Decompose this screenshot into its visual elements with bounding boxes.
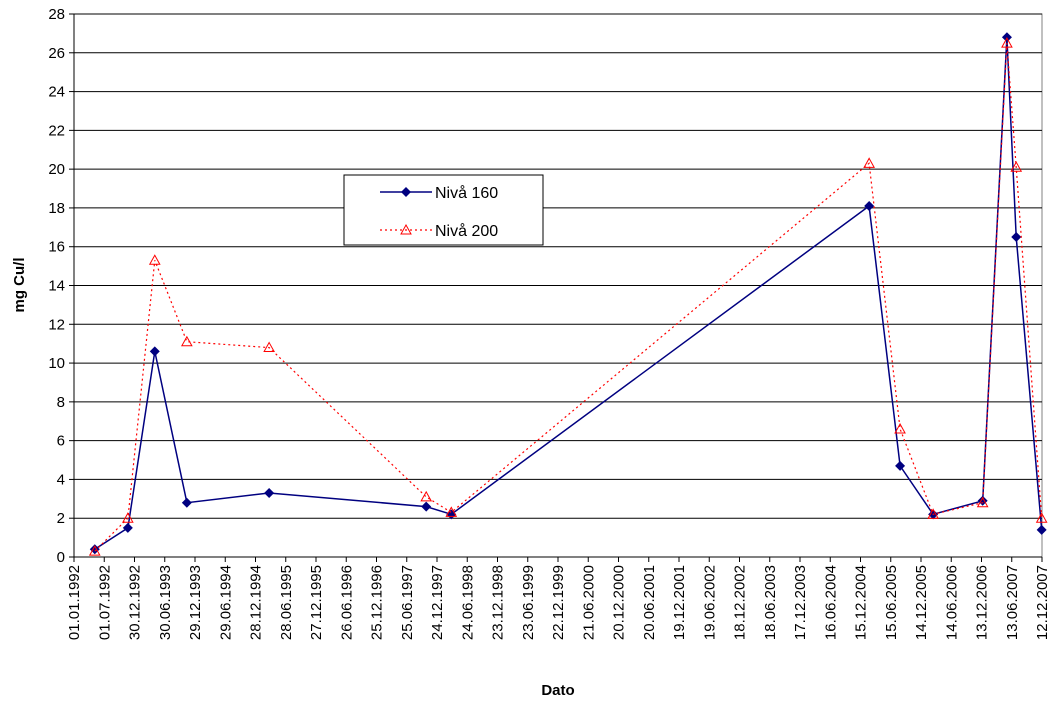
x-tick-label: 12.12.2007 [1034, 565, 1051, 640]
x-tick-label: 15.12.2004 [853, 565, 870, 640]
data-point [976, 496, 989, 508]
x-tick-label: 13.12.2006 [974, 565, 991, 640]
data-point [445, 506, 458, 517]
data-point [122, 512, 134, 523]
x-tick-label: 20.12.2000 [611, 565, 628, 640]
y-tick-label: 8 [57, 394, 65, 411]
data-point [977, 495, 988, 506]
y-tick-label: 12 [48, 316, 65, 333]
legend-marker-niva-200 [400, 223, 412, 235]
x-tick-label: 25.12.1996 [369, 565, 386, 640]
x-tick-label: 20.06.2001 [641, 565, 658, 640]
legend-label-niva-160: Nivå 160 [435, 184, 498, 202]
legend-marker-niva-160 [401, 187, 411, 197]
y-tick-label: 0 [57, 549, 65, 566]
x-tick-label: 21.06.2000 [580, 565, 597, 640]
data-point [420, 490, 433, 502]
x-tick-label: 18.12.2002 [732, 565, 749, 640]
data-point [181, 335, 193, 347]
x-tick-label: 29.06.1994 [217, 565, 234, 640]
x-tick-label: 15.06.2005 [883, 565, 900, 640]
legend-label-niva-200: Nivå 200 [435, 222, 498, 240]
x-tick-label: 19.12.2001 [671, 565, 688, 640]
data-point [122, 522, 133, 533]
y-tick-label: 10 [48, 355, 65, 372]
data-point [1036, 524, 1047, 535]
x-tick-label: 25.06.1997 [399, 565, 416, 640]
x-tick-label: 13.06.2007 [1004, 565, 1021, 640]
y-tick-label: 26 [48, 45, 65, 62]
data-point [263, 341, 275, 353]
y-tick-label: 22 [48, 122, 65, 139]
data-point [148, 254, 161, 265]
x-tick-label: 17.12.2003 [792, 565, 809, 640]
x-tick-label: 01.07.1992 [96, 565, 113, 640]
x-tick-label: 19.06.2002 [701, 565, 718, 640]
x-axis-title: Dato [541, 682, 574, 699]
data-point [894, 422, 906, 434]
legend-box [343, 174, 544, 246]
series-group [88, 32, 1048, 556]
x-tick-label: 28.12.1994 [248, 565, 265, 640]
x-tick-label: 29.12.1993 [187, 565, 204, 640]
y-tick-label: 24 [48, 84, 65, 101]
data-point [88, 545, 101, 556]
axes [69, 13, 1043, 562]
x-tick-label: 26.06.1996 [338, 565, 355, 640]
x-tick-label: 30.12.1992 [127, 565, 144, 640]
y-tick-label: 16 [48, 239, 65, 256]
data-point [181, 497, 192, 508]
gridlines [74, 13, 1042, 519]
x-tick-label: 14.06.2006 [943, 565, 960, 640]
x-tick-labels: 01.01.1992 01.07.1992 30.12.1992 30.06.1993… [66, 565, 1051, 640]
data-point [264, 488, 275, 499]
series-line-niva-200 [94, 43, 1043, 552]
y-tick-label: 28 [48, 6, 65, 23]
y-tick-label: 6 [57, 433, 65, 450]
data-point [1001, 37, 1013, 48]
x-tick-label: 01.01.1992 [66, 565, 83, 640]
data-point [421, 501, 432, 512]
x-tick-label: 24.12.1997 [429, 565, 446, 640]
y-tick-label: 20 [48, 161, 65, 178]
data-point [1011, 232, 1022, 243]
x-tick-label: 16.06.2004 [822, 565, 839, 640]
x-tick-label: 23.12.1998 [490, 565, 507, 640]
data-point [863, 157, 875, 168]
x-tick-label: 23.06.1999 [520, 565, 537, 640]
y-axis-title: mg Cu/l [11, 258, 28, 313]
legend: Nivå 160 Nivå 200 [343, 174, 544, 246]
data-point [927, 508, 939, 519]
y-tick-label: 18 [48, 200, 65, 217]
y-tick-label: 2 [57, 510, 65, 527]
data-point [1035, 512, 1048, 523]
x-tick-label: 22.12.1999 [550, 565, 567, 640]
y-tick-label: 14 [48, 278, 65, 295]
x-tick-label: 28.06.1995 [278, 565, 295, 640]
x-tick-label: 30.06.1993 [157, 565, 174, 640]
x-tick-label: 14.12.2005 [913, 565, 930, 640]
y-tick-label: 4 [57, 471, 65, 488]
x-tick-label: 18.06.2003 [762, 565, 779, 640]
data-point [895, 460, 906, 471]
data-point [89, 544, 100, 555]
x-tick-label: 27.12.1995 [308, 565, 325, 640]
x-tick-label: 24.06.1998 [459, 565, 476, 640]
data-point [149, 346, 160, 357]
data-point [864, 200, 875, 211]
data-point [1010, 161, 1023, 172]
